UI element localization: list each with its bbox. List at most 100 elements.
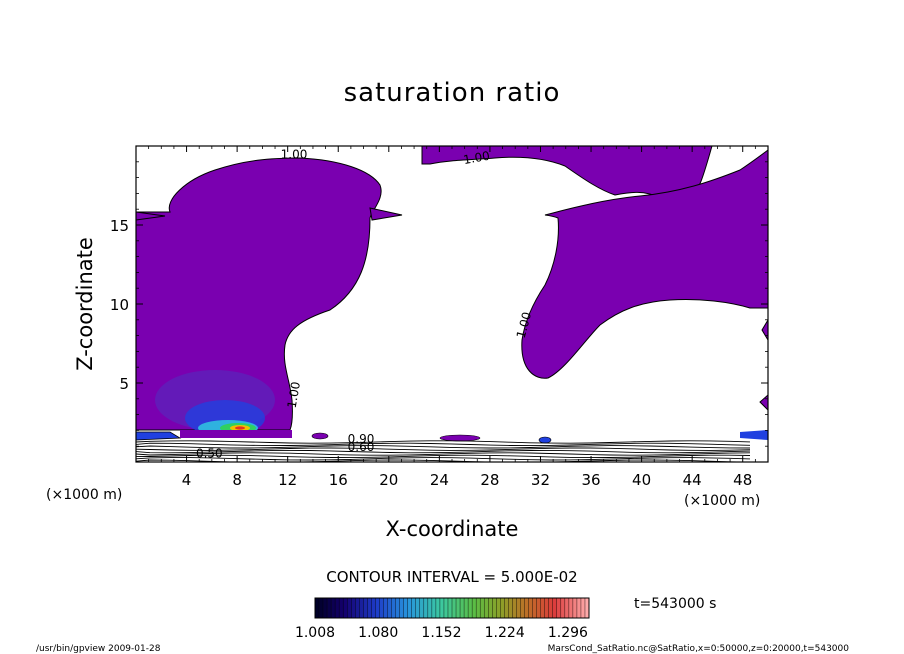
chart-title: saturation ratio [344, 78, 561, 108]
low-fill-strip-2 [180, 430, 292, 438]
colorbar-segment [411, 598, 417, 618]
colorbar-segment [395, 598, 400, 618]
colorbar-segment [339, 598, 344, 618]
contour-label: 1.00 [285, 381, 303, 410]
colorbar-segment [516, 598, 521, 618]
ground-contour-line [136, 447, 751, 451]
saturation-fill-right-edge-2 [759, 394, 768, 411]
colorbar-segment [439, 598, 445, 618]
colorbar-segment [367, 598, 372, 618]
x-tick-label: 8 [232, 471, 242, 489]
colorbar-tick-label: 1.008 [295, 625, 335, 641]
x-tick-label: 44 [683, 471, 702, 489]
x-tick-label: 12 [278, 471, 297, 489]
y-tick-label: 15 [110, 217, 129, 235]
x-unit-label: (×1000 m) [684, 493, 760, 509]
colorbar-segment [375, 598, 380, 618]
ground-contour-line [136, 440, 751, 444]
colorbar-segment [528, 598, 533, 618]
colorbar-segment [508, 598, 513, 618]
colorbar-segment [427, 598, 433, 618]
colorbar-segment [560, 598, 566, 618]
colorbar-segment [327, 598, 332, 618]
saturation-fill-left [136, 157, 382, 431]
colorbar-segment [431, 598, 437, 618]
z-unit-label: (×1000 m) [46, 487, 122, 503]
colorbar-tick-label: 1.296 [548, 625, 588, 641]
colorbar-segment [415, 598, 421, 618]
x-tick-label: 36 [581, 471, 600, 489]
time-label: t=543000 s [634, 596, 716, 612]
low-fill-strip [136, 431, 182, 441]
colorbar-segment [343, 598, 348, 618]
saturation-fill-right-edge [761, 319, 768, 341]
colorbar-segment [371, 598, 376, 618]
contour-label: 1.00 [514, 310, 534, 339]
contour-label: 0.50 [196, 446, 223, 460]
colorbar-segment [552, 598, 558, 618]
colorbar-segment [500, 598, 505, 618]
contour-label: 1.00 [462, 149, 491, 167]
colorbar-segment [544, 598, 550, 618]
colorbar-segment [407, 598, 413, 618]
colorbar-segment [484, 598, 489, 618]
colorbar-segment [319, 598, 324, 618]
colorbar-segment [323, 598, 328, 618]
colorbar-segment [532, 598, 537, 618]
colorbar-segment [468, 598, 473, 618]
colorbar-segment [391, 598, 396, 618]
y-axis-label: Z-coordinate [73, 237, 97, 371]
ground-contour-line [136, 457, 751, 461]
colorbar-segment [443, 598, 449, 618]
colorbar-segment [548, 598, 554, 618]
colorbar-segment [584, 598, 590, 618]
colorbar-segment [447, 598, 453, 618]
colorbar-segment [387, 598, 392, 618]
colorbar-segment [452, 598, 457, 618]
colorbar-segment [331, 598, 336, 618]
contour-label: 1.00 [281, 148, 308, 162]
colorbar-segment [472, 598, 477, 618]
colorbar-tick-label: 1.080 [358, 625, 398, 641]
colorbar-segment [496, 598, 501, 618]
contour-interval-label: CONTOUR INTERVAL = 5.000E-02 [326, 568, 577, 586]
colorbar-segment [355, 598, 360, 618]
saturation-fill-left-edge-2 [369, 207, 403, 221]
colorbar-segment [524, 598, 529, 618]
colorbar-segment [456, 598, 461, 618]
x-tick-label: 32 [531, 471, 550, 489]
x-tick-label: 24 [430, 471, 449, 489]
colorbar-tick-label: 1.152 [421, 625, 461, 641]
colorbar [314, 598, 590, 618]
colorbar-segment [379, 598, 384, 618]
contour-labels: 1.00 1.00 1.00 1.00 0.900.60 0.50 [196, 148, 534, 461]
x-tick-label: 20 [379, 471, 398, 489]
x-tick-label: 40 [632, 471, 651, 489]
colorbar-segment [403, 598, 408, 618]
colorbar-segment [580, 598, 586, 618]
footer-right: MarsCond_SatRatio.nc@SatRatio,x=0:50000,… [548, 644, 850, 654]
colorbar-segment [351, 598, 356, 618]
colorbar-segment [359, 598, 364, 618]
ground-contour-line [136, 452, 751, 456]
colorbar-segment [564, 598, 570, 618]
low-blob-2 [439, 434, 481, 442]
colorbar-segment [363, 598, 368, 618]
colorbar-segment [383, 598, 388, 618]
x-tick-label: 28 [480, 471, 499, 489]
y-tick-label: 5 [119, 375, 129, 393]
colorbar-frame [314, 597, 590, 619]
contour-label: 0.90 [348, 432, 375, 446]
colorbar-segment [335, 598, 340, 618]
footer-left: /usr/bin/gpview 2009-01-28 [36, 644, 161, 654]
colorbar-segment [488, 598, 493, 618]
saturation-fill-left-edge [136, 211, 166, 221]
colorbar-segment [492, 598, 497, 618]
x-axis-label: X-coordinate [386, 517, 519, 541]
colorbar-segment [464, 598, 469, 618]
low-blob-3 [538, 436, 552, 444]
colorbar-segment [576, 598, 582, 618]
ground-contour-lines [136, 440, 751, 462]
